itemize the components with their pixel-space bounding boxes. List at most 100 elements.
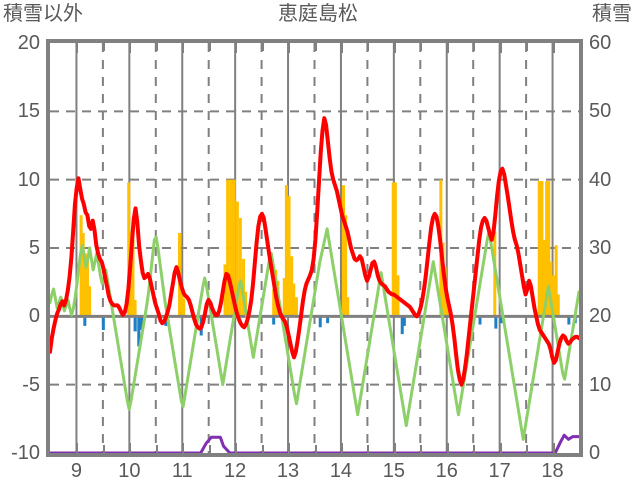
x-axis-tick-label: 14 <box>329 460 353 482</box>
bottom-tickmark-minor <box>526 445 529 453</box>
plot-canvas <box>50 43 579 453</box>
bottom-tickmark-minor <box>420 445 423 453</box>
bottom-tickmark-minor <box>155 445 158 453</box>
orange-bar <box>127 182 131 317</box>
bottom-tickmark-minor <box>208 445 211 453</box>
left-axis-tick-label: 15 <box>17 100 40 123</box>
page-title: 恵庭島松 <box>278 3 358 25</box>
orange-bar <box>391 182 395 317</box>
orange-bar <box>292 283 296 317</box>
blue-bar <box>478 316 482 325</box>
top-tickmark-minor <box>526 43 529 51</box>
chart-svg <box>50 43 579 453</box>
top-tickmark-minor <box>261 43 264 51</box>
orange-bar <box>554 245 558 317</box>
red-line-group <box>50 116 579 387</box>
right-axis-title: 積雪 <box>592 3 632 25</box>
left-axis-tick-label: 10 <box>17 168 40 191</box>
blue-bar <box>326 316 330 324</box>
bottom-tickmark-major <box>552 443 555 453</box>
x-axis-tick-label: 10 <box>118 460 141 482</box>
right-axis-tick-label: 10 <box>589 373 612 396</box>
orange-bar <box>556 294 560 317</box>
orange-bar <box>290 256 294 317</box>
right-axis-tick-label: 30 <box>589 237 612 259</box>
purple-data-line <box>50 433 579 453</box>
orange-bar <box>235 201 239 317</box>
green-line-group <box>50 227 579 441</box>
top-tickmark-minor <box>314 43 317 51</box>
orange-bar <box>552 275 556 317</box>
x-axis-tick-label: 9 <box>70 460 82 482</box>
orange-bar <box>342 185 346 317</box>
orange-bar <box>226 179 230 317</box>
top-tickmark-major <box>446 43 449 53</box>
orange-bar <box>346 297 350 317</box>
bottom-tickmark-minor <box>473 445 476 453</box>
orange-bar <box>242 258 246 317</box>
left-axis-tick-label: -5 <box>22 373 40 396</box>
top-tickmark-major <box>182 43 185 53</box>
orange-bar <box>229 179 233 317</box>
blue-bar <box>83 316 87 326</box>
bottom-tickmark-major <box>446 443 449 453</box>
top-tickmark-major <box>552 43 555 53</box>
right-axis-tick-label: 50 <box>589 100 612 123</box>
blue-bar <box>101 316 105 330</box>
x-axis-tick-label: 12 <box>224 460 247 482</box>
orange-bar <box>85 257 89 317</box>
blue-bar <box>139 316 144 330</box>
right-axis-tick-label: 20 <box>589 305 612 328</box>
green-data-line <box>50 227 579 441</box>
top-tickmark-minor <box>367 43 370 51</box>
top-tickmark-major <box>129 43 132 53</box>
orange-bar <box>543 239 547 317</box>
orange-bar <box>131 239 135 317</box>
top-tickmark-major <box>288 43 291 53</box>
left-axis-tick-label: -10 <box>11 442 40 464</box>
top-tickmark-minor <box>208 43 211 51</box>
right-axis-tick-label: 0 <box>589 442 601 464</box>
blue-bar <box>567 316 571 325</box>
blue-bar <box>133 316 137 332</box>
blue-bar <box>494 316 498 329</box>
x-axis-tick-label: 13 <box>276 460 300 482</box>
top-tickmark-major <box>499 43 502 53</box>
orange-bar <box>344 215 348 317</box>
purple-line-group <box>50 433 579 453</box>
left-axis-tick-label: 20 <box>17 32 40 54</box>
orange-bar <box>393 182 397 317</box>
top-tickmark-major <box>393 43 396 53</box>
orange-bar <box>284 185 288 317</box>
blue-bar <box>400 316 404 335</box>
orange-bar <box>180 286 184 317</box>
orange-bar <box>232 179 236 317</box>
orange-bar <box>547 181 551 317</box>
top-tickmark-minor <box>473 43 476 51</box>
blue-bar <box>499 316 503 324</box>
orange-bar <box>540 181 544 317</box>
orange-bar <box>537 181 541 317</box>
orange-bar <box>272 289 276 317</box>
blue-bar <box>318 316 322 328</box>
x-axis-tick-label: 18 <box>541 460 564 482</box>
left-axis-tick-label: 0 <box>28 305 40 328</box>
orange-bars-group <box>79 179 560 317</box>
top-tickmark-major <box>235 43 238 53</box>
bottom-tickmark-major <box>340 443 343 453</box>
bottom-tickmark-major <box>235 443 238 453</box>
bottom-tickmark-minor <box>102 445 105 453</box>
bottom-tickmark-major <box>288 443 291 453</box>
bottom-tickmark-minor <box>314 445 317 453</box>
blue-bar <box>272 316 276 325</box>
x-axis-tick-label: 17 <box>488 460 511 482</box>
orange-bar <box>549 261 553 317</box>
orange-bar <box>545 181 549 317</box>
bottom-tickmark-major <box>393 443 396 453</box>
bottom-tickmark-major <box>182 443 185 453</box>
right-axis-tick-label: 60 <box>589 32 612 54</box>
bottom-tickmark-major <box>499 443 502 453</box>
left-axis-title: 積雪以外 <box>3 3 83 25</box>
left-axis-tick-label: 5 <box>28 237 40 259</box>
top-tickmark-major <box>340 43 343 53</box>
